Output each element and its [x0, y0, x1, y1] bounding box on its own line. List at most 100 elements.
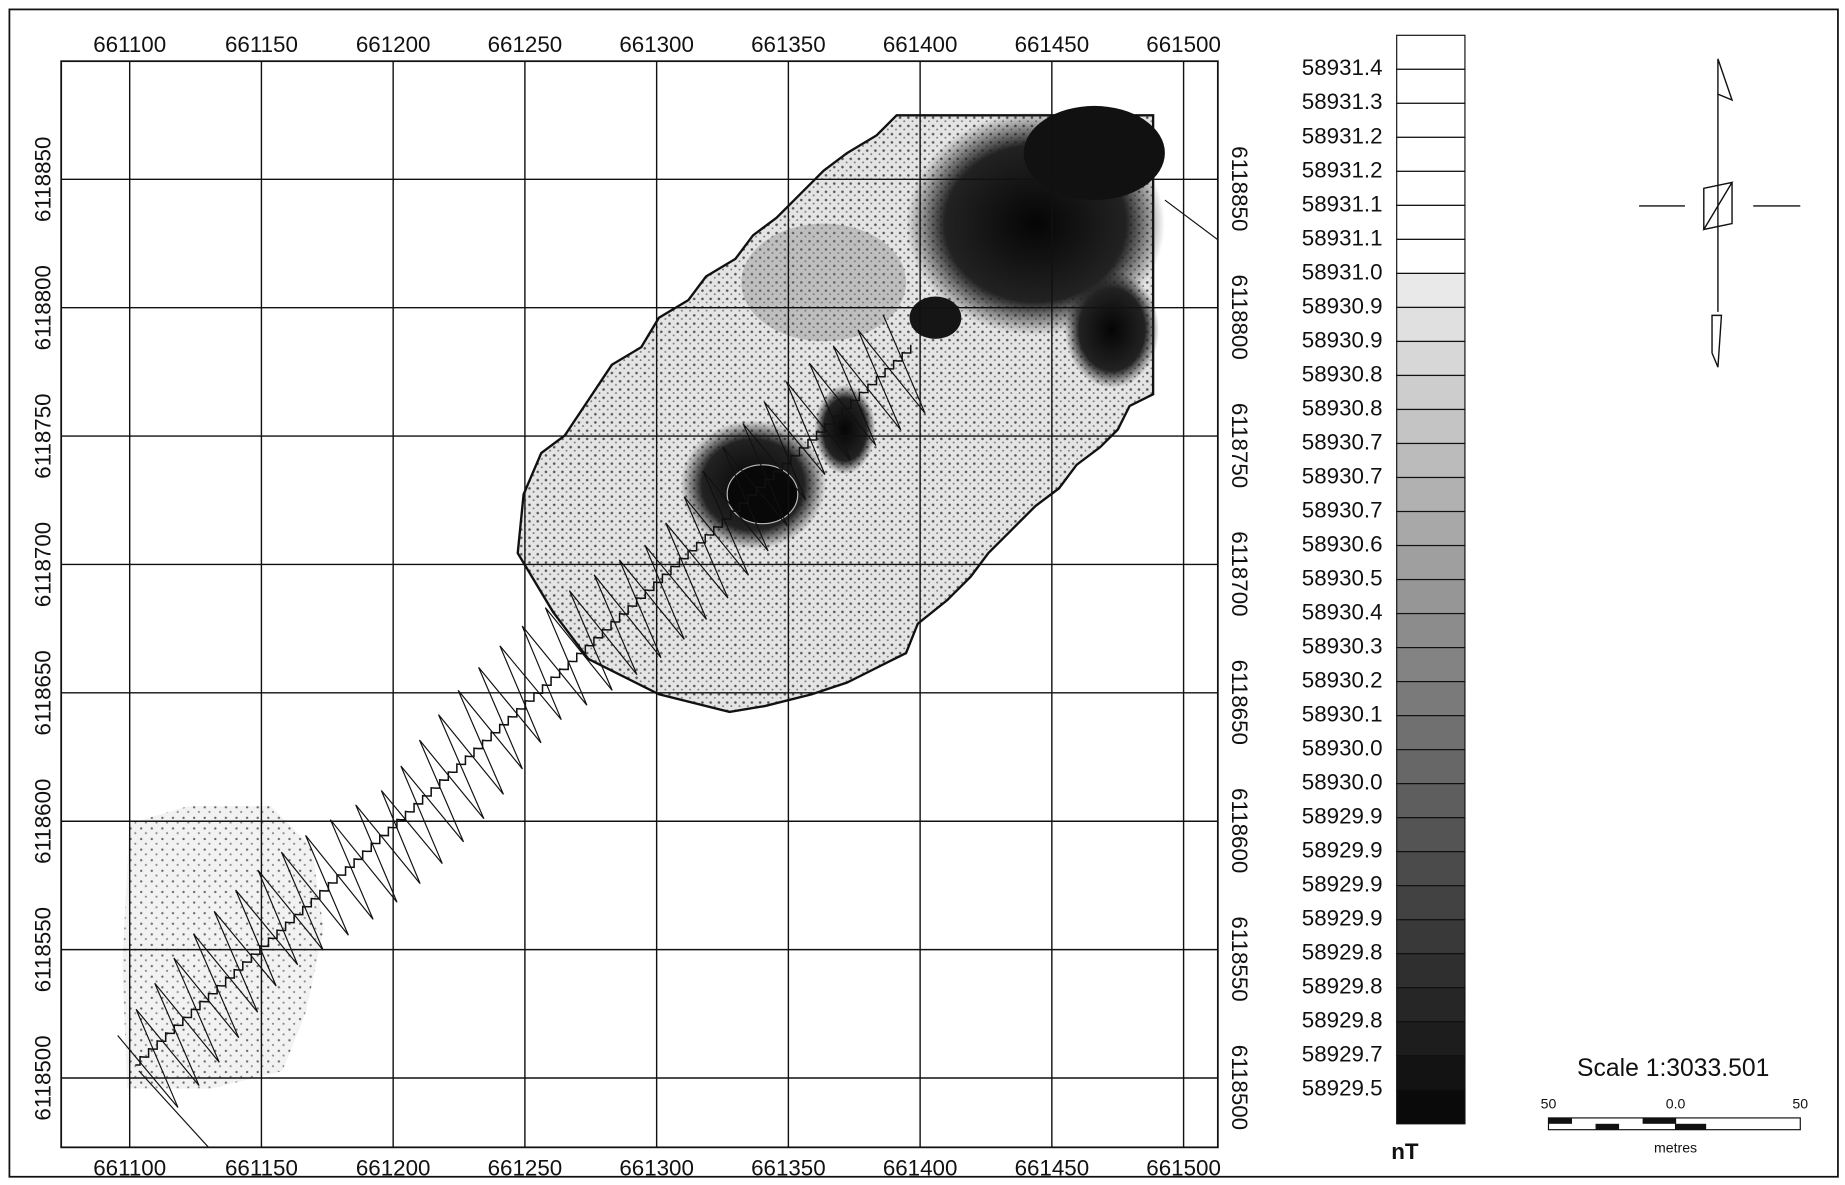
x-tick-label: 661250 [488, 1156, 563, 1181]
legend-label: 58931.2 [1302, 123, 1383, 148]
y-tick-label: 6118700 [31, 522, 56, 607]
x-tick-label: 661350 [751, 32, 826, 57]
legend-label: 58929.8 [1302, 1008, 1383, 1033]
legend-swatch [1397, 852, 1465, 886]
anomaly [1024, 106, 1165, 200]
scale-bar: Scale 1:3033.501 50 0.0 50 metres [1541, 1055, 1809, 1155]
scale-unit: metres [1654, 1139, 1697, 1155]
legend-label: 58930.6 [1302, 531, 1383, 556]
legend-label: 58930.5 [1302, 565, 1383, 590]
legend-label: 58929.9 [1302, 872, 1383, 897]
legend-swatch [1397, 478, 1465, 512]
y-tick-label: 6118500 [1227, 1045, 1252, 1130]
y-tick-label: 6118500 [31, 1035, 56, 1120]
legend-label: 58930.9 [1302, 327, 1383, 352]
y-tick-label: 6118850 [31, 137, 56, 222]
legend-label: 58930.7 [1302, 463, 1383, 488]
legend-label: 58930.8 [1302, 395, 1383, 420]
legend-label: 58930.9 [1302, 293, 1383, 318]
legend: nT 58931.4 58931.3 58931.2 58931.2 58931.1 58… [1302, 35, 1465, 1164]
legend-swatch [1397, 409, 1465, 443]
legend-swatch [1397, 750, 1465, 784]
legend-label: 58930.4 [1302, 599, 1383, 624]
legend-swatch [1397, 580, 1465, 614]
legend-label: 58929.7 [1302, 1042, 1383, 1067]
legend-swatch [1397, 103, 1465, 137]
scale-title: Scale 1:3033.501 [1577, 1055, 1769, 1082]
x-tick-label: 661100 [93, 1156, 166, 1181]
x-tick-label: 661400 [883, 1156, 958, 1181]
legend-swatch [1397, 648, 1465, 682]
anomaly [741, 224, 906, 342]
sw-grid-area [122, 806, 323, 1088]
legend-swatch [1397, 818, 1465, 852]
legend-label: 58931.1 [1302, 191, 1383, 216]
y-tick-label: 6118800 [1227, 274, 1252, 359]
x-tick-label: 661500 [1146, 32, 1221, 57]
x-tick-label: 661500 [1146, 1156, 1221, 1181]
legend-swatch [1397, 1056, 1465, 1090]
x-tick-label: 661350 [751, 1156, 826, 1181]
map-figure: nT 58931.4 58931.3 58931.2 58931.2 58931.1 58… [0, 0, 1845, 1185]
survey-area [118, 106, 1236, 1177]
legend-label: 58930.1 [1302, 702, 1383, 727]
scale-label: 0.0 [1666, 1096, 1686, 1112]
x-tick-label: 661300 [619, 32, 694, 57]
legend-label: 58929.8 [1302, 940, 1383, 965]
legend-label: 58929.9 [1302, 906, 1383, 931]
x-tick-label: 661400 [883, 32, 958, 57]
legend-swatch [1397, 307, 1465, 341]
legend-swatch [1397, 1022, 1465, 1056]
legend-label: 58931.2 [1302, 157, 1383, 182]
legend-label: 58930.0 [1302, 770, 1383, 795]
anomaly [910, 297, 962, 339]
y-tick-label: 6118600 [1227, 788, 1252, 873]
legend-label: 58930.7 [1302, 429, 1383, 454]
x-tick-label: 661450 [1015, 32, 1090, 57]
y-tick-label: 6118700 [1227, 531, 1252, 616]
y-tick-label: 6118750 [31, 393, 56, 478]
anomaly [1065, 271, 1159, 389]
y-tick-label: 6118850 [1227, 146, 1252, 231]
legend-label: 58930.7 [1302, 497, 1383, 522]
legend-label: 58931.1 [1302, 225, 1383, 250]
scale-label: 50 [1792, 1096, 1808, 1112]
y-tick-label: 6118750 [1227, 403, 1252, 488]
y-tick-label: 6118550 [1227, 916, 1252, 1001]
legend-swatch [1397, 988, 1465, 1022]
x-tick-label: 661250 [488, 32, 563, 57]
legend-swatch [1397, 137, 1465, 171]
legend-swatch [1397, 886, 1465, 920]
y-tick-label: 6118650 [31, 650, 56, 735]
page: {"map": { "xlim": [661074, 661513], "yli… [0, 0, 1845, 1185]
legend-label: 58931.4 [1302, 55, 1383, 80]
x-tick-label: 661150 [225, 1156, 298, 1181]
x-tick-label: 661150 [225, 32, 298, 57]
legend-swatch [1397, 716, 1465, 750]
legend-swatch [1397, 512, 1465, 546]
x-tick-label: 661200 [356, 32, 431, 57]
legend-swatch [1397, 35, 1465, 69]
legend-swatch [1397, 682, 1465, 716]
legend-label: 58929.9 [1302, 804, 1383, 829]
legend-label: 58931.0 [1302, 259, 1383, 284]
legend-label: 58929.5 [1302, 1076, 1383, 1101]
legend-unit: nT [1391, 1139, 1419, 1164]
legend-swatch [1397, 375, 1465, 409]
y-tick-label: 6118800 [31, 265, 56, 350]
legend-label: 58930.3 [1302, 633, 1383, 658]
legend-swatch [1397, 239, 1465, 273]
legend-swatch [1397, 341, 1465, 375]
y-tick-label: 6118550 [31, 907, 56, 992]
x-tick-label: 661450 [1015, 1156, 1090, 1181]
y-tick-label: 6118600 [31, 779, 56, 864]
legend-swatch [1397, 784, 1465, 818]
x-tick-label: 661100 [93, 32, 166, 57]
legend-label: 58931.3 [1302, 89, 1383, 114]
north-arrow [1639, 59, 1800, 367]
legend-label: 58930.8 [1302, 361, 1383, 386]
legend-swatch [1397, 954, 1465, 988]
legend-label: 58930.2 [1302, 668, 1383, 693]
y-tick-label: 6118650 [1227, 660, 1252, 745]
legend-swatch [1397, 1090, 1465, 1124]
